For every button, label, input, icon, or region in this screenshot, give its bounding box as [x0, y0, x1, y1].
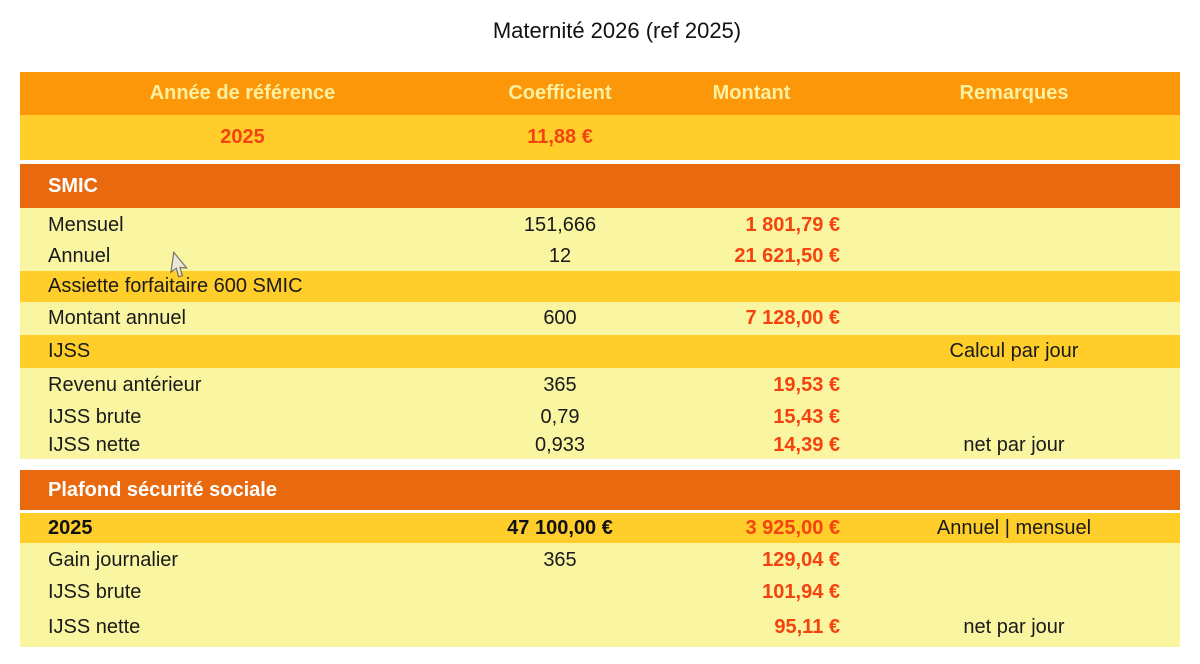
cell-montant[interactable]: 1 801,79 € — [745, 213, 840, 236]
cell-montant[interactable]: 14,39 € — [773, 434, 840, 456]
cell-coefficient[interactable]: 12 — [548, 245, 572, 267]
cell-coefficient[interactable]: 0,79 — [540, 405, 580, 428]
cell-coefficient[interactable]: 600 — [543, 307, 577, 329]
cell-label[interactable]: Assiette forfaitaire 600 SMIC — [48, 275, 303, 297]
cell-montant[interactable] — [655, 335, 848, 368]
cell-remarques[interactable] — [848, 302, 1180, 335]
column-header-coefficient[interactable]: Coefficient — [508, 82, 612, 104]
cell-montant[interactable]: 101,94 € — [762, 580, 840, 603]
table-row: IJSS nette 0,933 14,39 € net par jour — [20, 432, 1180, 459]
cell-label[interactable]: Montant annuel — [48, 307, 186, 329]
table-row: Assiette forfaitaire 600 SMIC — [20, 271, 1180, 302]
cell-montant[interactable] — [655, 115, 848, 160]
cell-label[interactable]: IJSS brute — [48, 580, 142, 603]
table-row: IJSS Calcul par jour — [20, 335, 1180, 368]
cell-remarques[interactable] — [848, 368, 1180, 402]
section-label[interactable]: Plafond sécurité sociale — [48, 478, 277, 501]
cell-montant[interactable]: 21 621,50 € — [734, 245, 840, 267]
cell-remarques[interactable] — [848, 543, 1180, 577]
table-row: Mensuel 151,666 1 801,79 € — [20, 208, 1180, 242]
cell-remarques[interactable]: Calcul par jour — [949, 340, 1079, 362]
cell-label[interactable]: IJSS brute — [48, 405, 142, 428]
cell-coefficient[interactable] — [465, 577, 655, 607]
cell-remarques[interactable] — [848, 402, 1180, 432]
cell-montant[interactable]: 129,04 € — [762, 548, 840, 571]
cell-label[interactable]: 2025 — [48, 516, 93, 539]
table-row: IJSS brute 101,94 € — [20, 577, 1180, 607]
table-header-row: Année de référence Coefficient Montant R… — [20, 72, 1180, 115]
section-label[interactable]: SMIC — [48, 174, 98, 197]
section-row: Plafond sécurité sociale — [20, 470, 1180, 510]
cell-coefficient[interactable]: 365 — [543, 548, 577, 571]
table-row: 2025 47 100,00 € 3 925,00 € Annuel | mensue… — [20, 513, 1180, 543]
cell-coefficient[interactable] — [465, 271, 655, 302]
cell-label[interactable]: Annuel — [48, 245, 111, 267]
cell-label[interactable]: Gain journalier — [48, 548, 179, 571]
cell-remarques[interactable] — [848, 242, 1180, 271]
cell-remarques[interactable] — [848, 577, 1180, 607]
column-header-annee[interactable]: Année de référence — [149, 82, 336, 104]
cell-label[interactable]: Revenu antérieur — [48, 373, 202, 396]
cell-remarques[interactable]: net par jour — [963, 615, 1065, 638]
maternity-table: Année de référence Coefficient Montant R… — [20, 72, 1180, 647]
mouse-cursor — [170, 251, 189, 278]
cell-remarques[interactable]: Annuel | mensuel — [936, 516, 1092, 539]
cell-label[interactable]: IJSS nette — [48, 434, 141, 456]
table-row: Gain journalier 365 129,04 € — [20, 543, 1180, 577]
cell-montant[interactable]: 95,11 € — [774, 615, 840, 638]
cell-remarques[interactable]: net par jour — [963, 434, 1065, 456]
table-row: Montant annuel 600 7 128,00 € — [20, 302, 1180, 335]
cell-coefficient[interactable]: 151,666 — [523, 213, 597, 236]
cell-coefficient[interactable]: 0,933 — [534, 434, 586, 456]
cell-remarques[interactable] — [848, 271, 1180, 302]
cell-montant[interactable]: 19,53 € — [773, 373, 840, 396]
table-row: Annuel 12 21 621,50 € — [20, 242, 1180, 271]
cell-coefficient[interactable]: 11,88 € — [527, 126, 593, 148]
table-row: IJSS nette 95,11 € net par jour — [20, 607, 1180, 647]
cell-coefficient[interactable]: 365 — [543, 373, 577, 396]
cell-coefficient[interactable] — [465, 607, 655, 647]
table-row: Revenu antérieur 365 19,53 € — [20, 368, 1180, 402]
column-header-montant[interactable]: Montant — [712, 82, 791, 104]
cell-montant[interactable]: 3 925,00 € — [745, 516, 840, 539]
cell-label[interactable]: IJSS — [48, 340, 91, 362]
cell-remarques[interactable] — [848, 208, 1180, 242]
table-body: 2025 11,88 € SMIC Mensuel 151,666 1 801,79 € A… — [20, 115, 1180, 647]
section-row: SMIC — [20, 164, 1180, 208]
page-title: Maternité 2026 (ref 2025) — [492, 18, 742, 43]
table-row: IJSS brute 0,79 15,43 € — [20, 402, 1180, 432]
cell-montant[interactable]: 15,43 € — [773, 405, 840, 428]
cell-remarques[interactable] — [848, 115, 1180, 160]
cell-montant[interactable] — [655, 271, 848, 302]
cell-label[interactable]: IJSS nette — [48, 615, 141, 638]
cell-label[interactable]: 2025 — [220, 126, 265, 148]
cell-label[interactable]: Mensuel — [48, 213, 124, 236]
table-row: 2025 11,88 € — [20, 115, 1180, 160]
cell-montant[interactable]: 7 128,00 € — [745, 307, 840, 329]
cell-coefficient[interactable] — [465, 335, 655, 368]
cell-coefficient[interactable]: 47 100,00 € — [507, 516, 613, 539]
column-header-remarques[interactable]: Remarques — [959, 82, 1069, 104]
